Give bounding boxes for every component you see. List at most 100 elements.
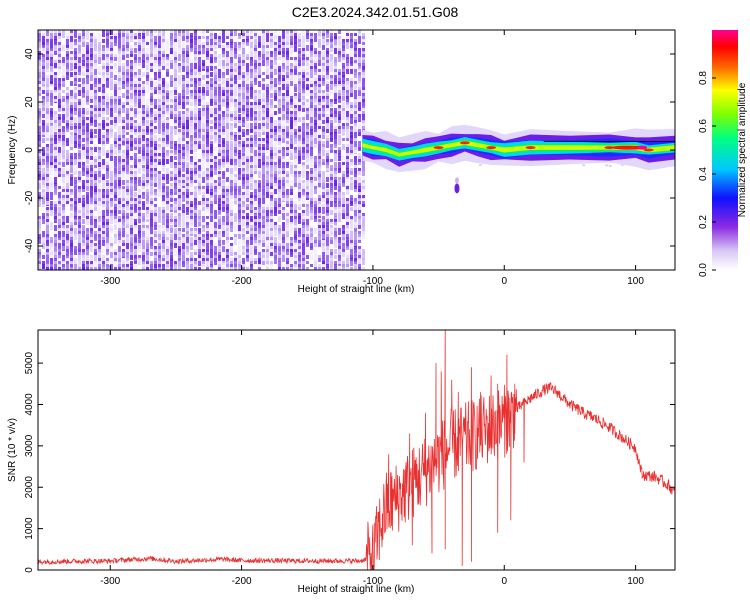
heatmap-noise-cell [326,189,329,194]
heatmap-noise-cell [314,240,317,244]
heatmap-noise-cell [294,204,297,211]
heatmap-noise-cell [130,141,133,146]
heatmap-noise-cell [266,195,269,198]
heatmap-noise-cell [186,255,189,258]
heatmap-noise-cell [46,132,49,139]
heatmap-noise-cell [210,102,213,106]
heatmap-noise-cell [350,93,353,97]
heatmap-noise-cell [50,129,53,137]
heatmap-noise-cell [122,228,125,231]
heatmap-noise-cell [150,33,153,42]
heatmap-noise-cell [294,39,297,44]
heatmap-noise-cell [174,210,177,213]
heatmap-noise-cell [94,267,97,270]
heatmap-noise-cell [206,51,209,55]
heatmap-noise-cell [214,234,217,237]
heatmap-noise-cell [290,129,293,134]
heatmap-noise-cell [334,81,337,86]
heatmap-noise-cell [166,42,169,47]
heatmap-noise-cell [198,159,201,163]
heatmap-noise-cell [106,237,109,245]
heatmap-noise-cell [98,252,101,255]
heatmap-noise-cell [346,252,349,257]
heatmap-noise-cell [146,48,149,52]
heatmap-noise-cell [218,108,221,113]
heatmap-noise-cell [242,258,245,262]
heatmap-noise-cell [130,72,133,77]
heatmap-noise-cell [110,72,113,81]
heatmap-noise-cell [74,42,77,46]
heatmap-noise-cell [242,42,245,45]
heatmap-noise-cell [94,234,97,241]
heatmap-noise-cell [342,264,345,268]
heatmap-noise-cell [78,90,81,96]
heatmap-noise-cell [98,162,101,167]
heatmap-noise-cell [310,252,313,260]
heatmap-noise-cell [270,75,273,78]
heatmap-noise-cell [170,75,173,82]
heatmap-noise-cell [322,186,325,191]
heatmap-noise-cell [218,153,221,157]
heatmap-noise-cell [178,180,181,185]
heatmap-noise-cell [42,99,45,102]
heatmap-noise-cell [102,264,105,270]
heatmap-noise-cell [298,240,301,244]
heatmap-noise-cell [198,267,201,270]
heatmap-noise-cell [234,30,237,33]
heatmap-noise-cell [210,63,213,67]
heatmap-noise-cell [198,243,201,248]
heatmap-noise-cell [270,174,273,179]
heatmap-noise-cell [42,264,45,269]
heatmap-noise-cell [334,225,337,228]
heatmap-noise-cell [258,96,261,100]
heatmap-noise-cell [310,45,313,50]
heatmap-noise-cell [166,45,169,49]
heatmap-noise-cell [330,240,333,244]
heatmap-noise-cell [78,186,81,189]
heatmap-noise-cell [146,60,149,65]
heatmap-noise-cell [158,159,161,164]
heatmap-noise-cell [318,234,321,240]
heatmap-noise-cell [42,138,45,143]
heatmap-noise-cell [290,63,293,68]
heatmap-noise-cell [342,129,345,133]
heatmap-noise-cell [90,126,93,131]
heatmap-noise-cell [162,267,165,270]
heatmap-noise-cell [58,225,61,230]
heatmap-noise-cell [290,105,293,109]
heatmap-noise-cell [78,42,81,45]
heatmap-noise-cell [238,144,241,148]
heatmap-noise-cell [322,174,325,183]
heatmap-noise-cell [246,237,249,240]
heatmap-noise-cell [146,114,149,119]
heatmap-noise-cell [250,225,253,230]
heatmap-noise-cell [130,213,133,216]
heatmap-noise-cell [78,228,81,231]
heatmap-noise-cell [90,192,93,197]
heatmap-noise-cell [230,264,233,267]
heatmap-noise-cell [86,138,89,141]
heatmap-noise-cell [346,246,349,250]
heatmap-noise-cell [186,132,189,138]
heatmap-noise-cell [222,96,225,100]
heatmap-noise-cell [122,258,125,263]
heatmap-noise-cell [126,225,129,228]
heatmap-noise-cell [314,198,317,202]
heatmap-noise-cell [290,267,293,270]
heatmap-noise-cell [238,93,241,97]
heatmap-noise-cell [202,156,205,160]
heatmap-noise-cell [174,96,177,99]
heatmap-noise-cell [114,126,117,129]
heatmap-noise-cell [118,108,121,113]
heatmap-noise-cell [318,255,321,260]
heatmap-noise-cell [130,51,133,56]
heatmap-noise-cell [230,99,233,103]
heatmap-noise-cell [158,72,161,79]
heatmap-noise-cell [310,57,313,60]
heatmap-noise-cell [174,39,177,42]
heatmap-noise-cell [82,225,85,234]
heatmap-noise-cell [222,132,225,137]
heatmap-noise-cell [174,84,177,87]
heatmap-noise-cell [82,255,85,263]
heatmap-noise-cell [210,66,213,71]
